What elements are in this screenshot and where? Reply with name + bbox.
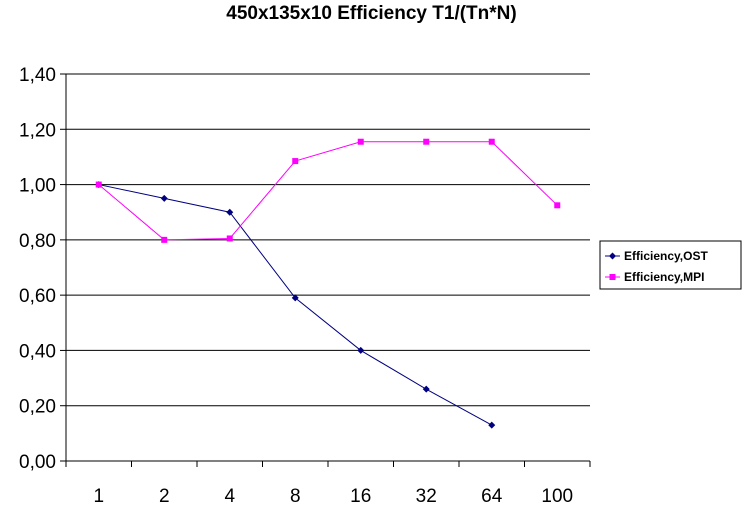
data-point bbox=[226, 208, 234, 216]
series-layer bbox=[95, 138, 561, 429]
y-tick-label: 0,20 bbox=[19, 397, 56, 418]
y-tick-label: 1,00 bbox=[19, 176, 56, 197]
y-axis-ticks: 0,00 0,20 0,40 0,60 0,80 1,00 1,20 1,40 bbox=[19, 65, 56, 473]
data-point bbox=[160, 194, 168, 202]
data-point bbox=[226, 235, 233, 242]
data-point bbox=[95, 181, 102, 188]
series-line-1 bbox=[98, 184, 492, 426]
legend-label: Efficiency,OST bbox=[624, 249, 708, 263]
y-tick-label: 0,80 bbox=[19, 231, 56, 252]
legend-box bbox=[599, 240, 742, 290]
data-point bbox=[423, 138, 430, 145]
x-tick-label: 8 bbox=[290, 486, 301, 507]
x-tick-label: 4 bbox=[224, 486, 235, 507]
data-point bbox=[292, 158, 299, 165]
y-tick-label: 0,60 bbox=[19, 286, 56, 307]
gridlines bbox=[66, 73, 590, 407]
x-tick-label: 100 bbox=[541, 486, 573, 507]
legend-label: Efficiency,MPI bbox=[624, 270, 704, 284]
chart-title: 450x135x10 Efficiency T1/(Tn*N) bbox=[226, 3, 517, 24]
data-point bbox=[422, 385, 430, 393]
data-point bbox=[161, 236, 168, 243]
data-point bbox=[488, 421, 496, 429]
x-tick-label: 32 bbox=[416, 486, 437, 507]
y-tick-label: 1,40 bbox=[19, 65, 56, 86]
legend-marker bbox=[609, 252, 616, 260]
x-tick-label: 2 bbox=[159, 486, 170, 507]
axes bbox=[60, 73, 591, 467]
data-point bbox=[357, 346, 365, 354]
x-tick-label: 16 bbox=[350, 486, 371, 507]
x-tick-label: 1 bbox=[93, 486, 104, 507]
data-point bbox=[357, 138, 364, 145]
series-line-2 bbox=[98, 141, 558, 241]
y-tick-label: 0,00 bbox=[19, 452, 56, 473]
x-tick-label: 64 bbox=[481, 486, 503, 507]
legend-marker bbox=[609, 274, 616, 280]
x-axis-ticks: 1 2 4 8 16 32 64 100 bbox=[93, 486, 573, 507]
data-point bbox=[488, 138, 495, 145]
y-tick-label: 1,20 bbox=[19, 120, 56, 141]
y-tick-label: 0,40 bbox=[19, 341, 56, 362]
legend: Efficiency,OST Efficiency,MPI bbox=[599, 240, 742, 290]
data-point bbox=[554, 202, 561, 209]
data-point bbox=[291, 294, 299, 302]
